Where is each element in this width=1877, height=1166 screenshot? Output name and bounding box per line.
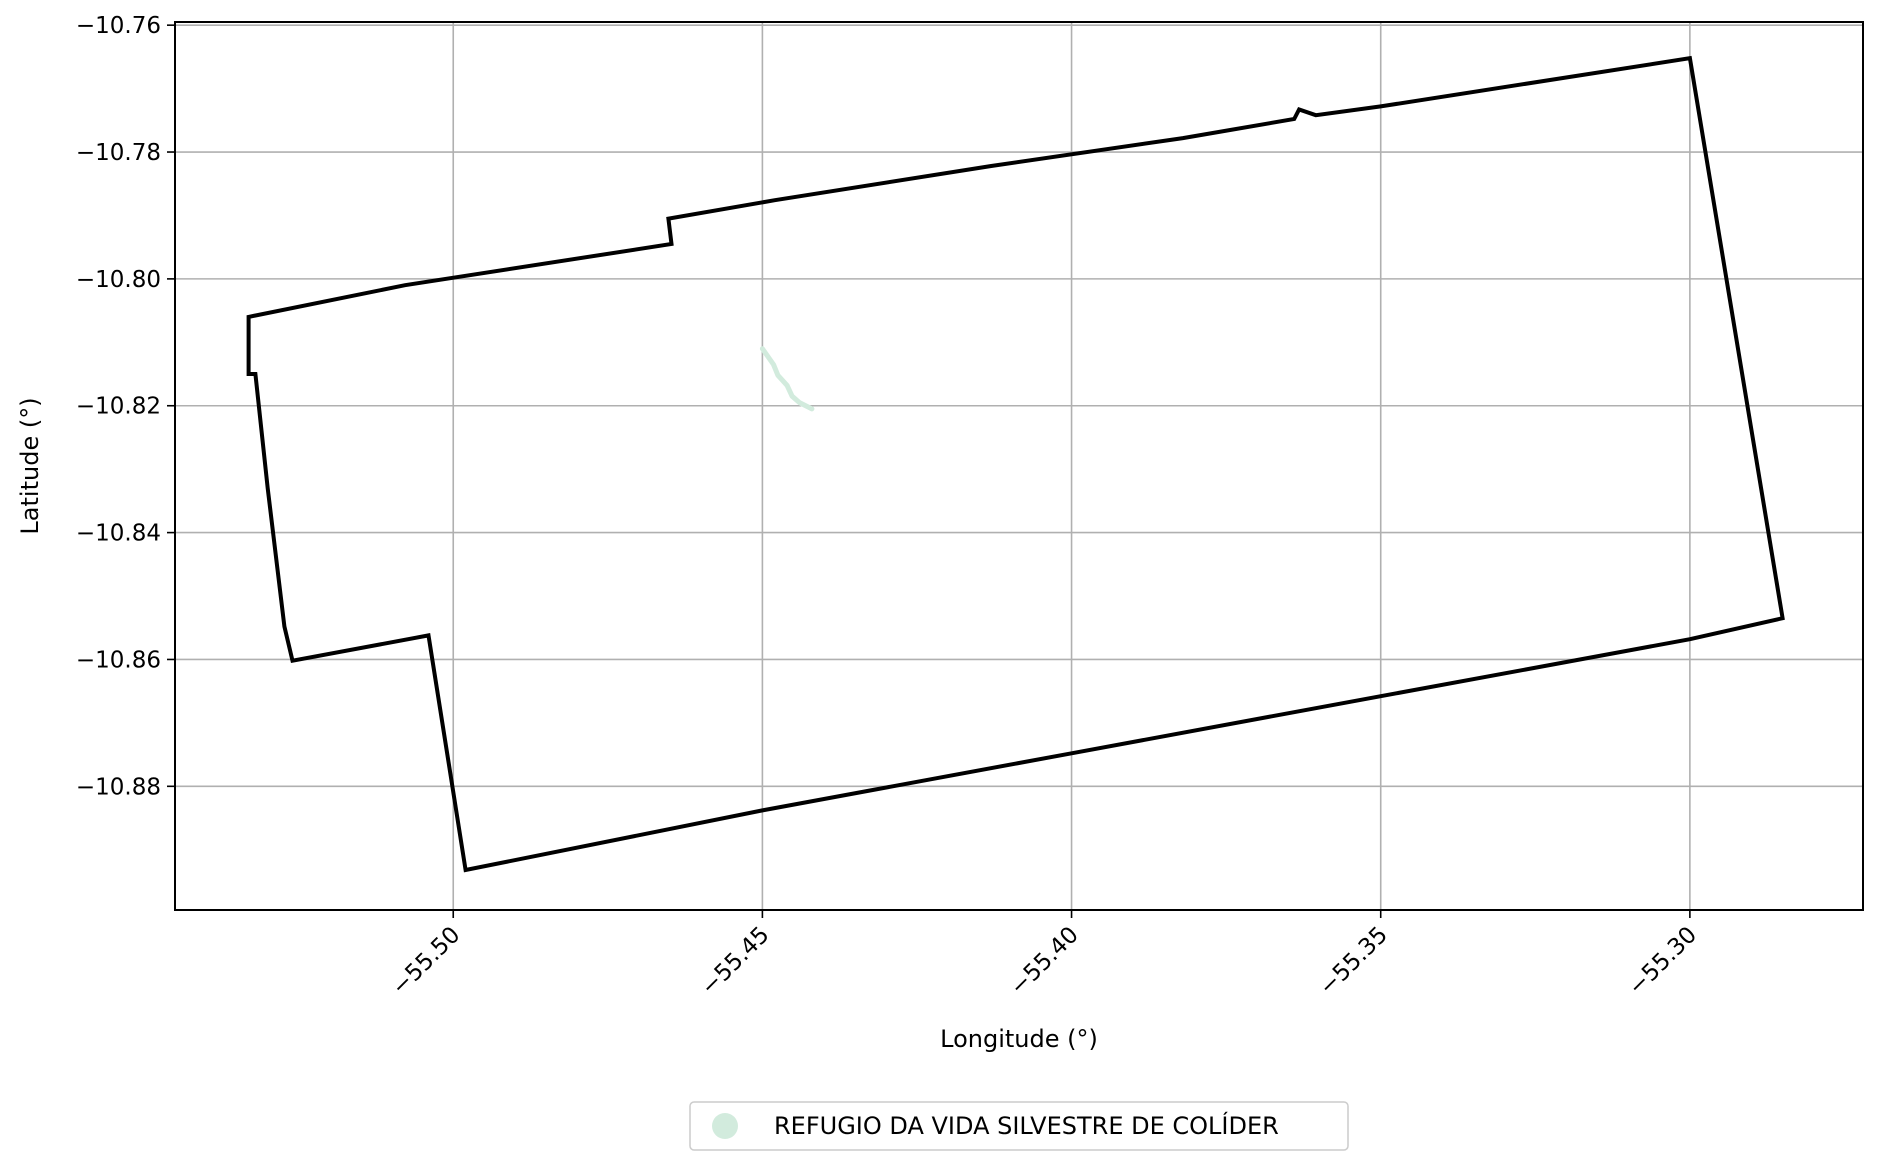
x-axis-label: Longitude (°) (940, 1025, 1098, 1053)
y-tick-label: −10.86 (76, 647, 161, 673)
y-tick-label: −10.76 (76, 13, 161, 39)
legend-marker (712, 1113, 738, 1139)
y-tick-label: −10.78 (76, 140, 161, 166)
y-tick-label: −10.80 (76, 267, 161, 293)
legend-entry-label: REFUGIO DA VIDA SILVESTRE DE COLÍDER (774, 1111, 1279, 1140)
y-axis-ticks: −10.76 −10.78 −10.80 −10.82 −10.84 −10.86 −10.… (76, 13, 175, 800)
y-tick-label: −10.84 (76, 521, 161, 547)
study-area-boundary (246, 55, 1785, 873)
legend: REFUGIO DA VIDA SILVESTRE DE COLÍDER (689, 1101, 1349, 1151)
plot-frame (174, 21, 1864, 911)
y-tick-label: −10.82 (76, 394, 161, 420)
data-layer (246, 55, 1785, 873)
legend-box (689, 1101, 1349, 1151)
refuge-area-shape (759, 346, 815, 412)
y-tick-label: −10.88 (76, 774, 161, 800)
y-axis-label: Latitude (°) (16, 397, 44, 534)
